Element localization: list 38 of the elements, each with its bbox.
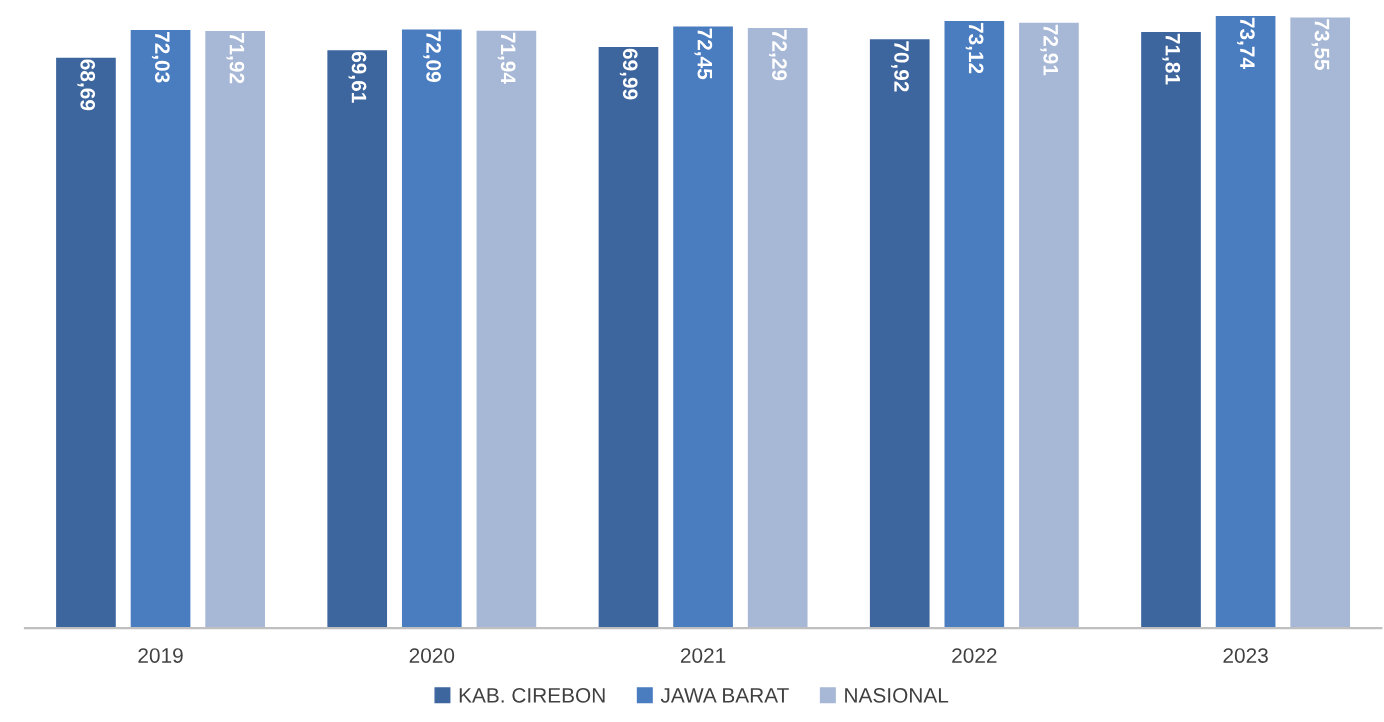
bar [205,31,265,629]
data-label: 69,61 [348,51,367,103]
legend-label: NASIONAL [845,687,949,703]
data-label: 72,45 [694,28,713,80]
bar [747,27,808,629]
data-label: 72,29 [769,29,787,81]
x-tick-label: 2020 [409,648,455,663]
data-label: 72,03 [151,31,170,83]
data-label: 73,55 [1311,19,1330,71]
legend-label: KAB. CIREBON [459,687,605,703]
bar [130,30,191,629]
data-label: 73,12 [965,22,984,74]
x-tick-label: 2022 [952,648,997,663]
bar [1290,17,1351,629]
bar [476,30,537,629]
data-label: 73,74 [1236,17,1255,69]
bar [327,50,388,629]
bar [598,47,659,629]
x-tick-label: 2019 [138,648,183,663]
x-tick-label: 2023 [1223,648,1268,663]
bar [401,29,462,629]
bar [1215,15,1276,629]
data-label: 72,91 [1040,24,1059,76]
data-label: 70,92 [891,41,909,92]
data-label: 71,92 [226,32,245,84]
data-label: 71,81 [1162,33,1181,85]
bar [869,39,930,629]
bar [56,57,116,629]
bar [673,26,733,629]
data-label: 72,09 [423,31,441,82]
data-label: 71,94 [497,32,516,84]
bar [1019,22,1079,629]
bar [1141,31,1201,629]
legend-label: JAWA BARAT [660,688,789,703]
data-label: 68,69 [77,59,96,111]
x-tick-label: 2021 [680,648,726,663]
data-label: 69,99 [619,48,638,100]
bar [944,21,1005,629]
